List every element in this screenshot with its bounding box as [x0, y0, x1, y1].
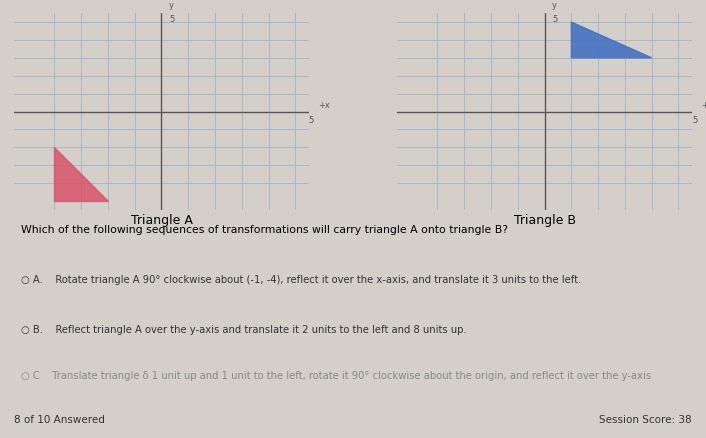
- X-axis label: Triangle A: Triangle A: [131, 214, 193, 227]
- Text: +x: +x: [701, 101, 706, 110]
- Text: ○ C    Translate triangle δ 1 unit up and 1 unit to the left, rotate it 90° cloc: ○ C Translate triangle δ 1 unit up and 1…: [21, 371, 651, 381]
- Text: 5: 5: [553, 15, 558, 24]
- Text: Which of the following sequences of transformations will carry triangle A onto t: Which of the following sequences of tran…: [21, 225, 508, 235]
- Polygon shape: [571, 22, 652, 58]
- X-axis label: Triangle B: Triangle B: [513, 214, 575, 227]
- Text: 8 of 10 Answered: 8 of 10 Answered: [14, 416, 105, 425]
- Text: ○ A.    Rotate triangle A 90° clockwise about (-1, -4), reflect it over the x-ax: ○ A. Rotate triangle A 90° clockwise abo…: [21, 275, 581, 285]
- Text: 5: 5: [692, 116, 698, 125]
- Text: 5: 5: [309, 116, 314, 125]
- Text: ○ B.    Reflect triangle A over the y-axis and translate it 2 units to the left : ○ B. Reflect triangle A over the y-axis …: [21, 325, 467, 335]
- Text: y: y: [551, 1, 556, 11]
- Text: 5: 5: [169, 15, 175, 24]
- Text: y: y: [168, 1, 174, 11]
- Polygon shape: [54, 147, 108, 201]
- Text: +x: +x: [318, 101, 330, 110]
- Text: Session Score: 38: Session Score: 38: [599, 416, 692, 425]
